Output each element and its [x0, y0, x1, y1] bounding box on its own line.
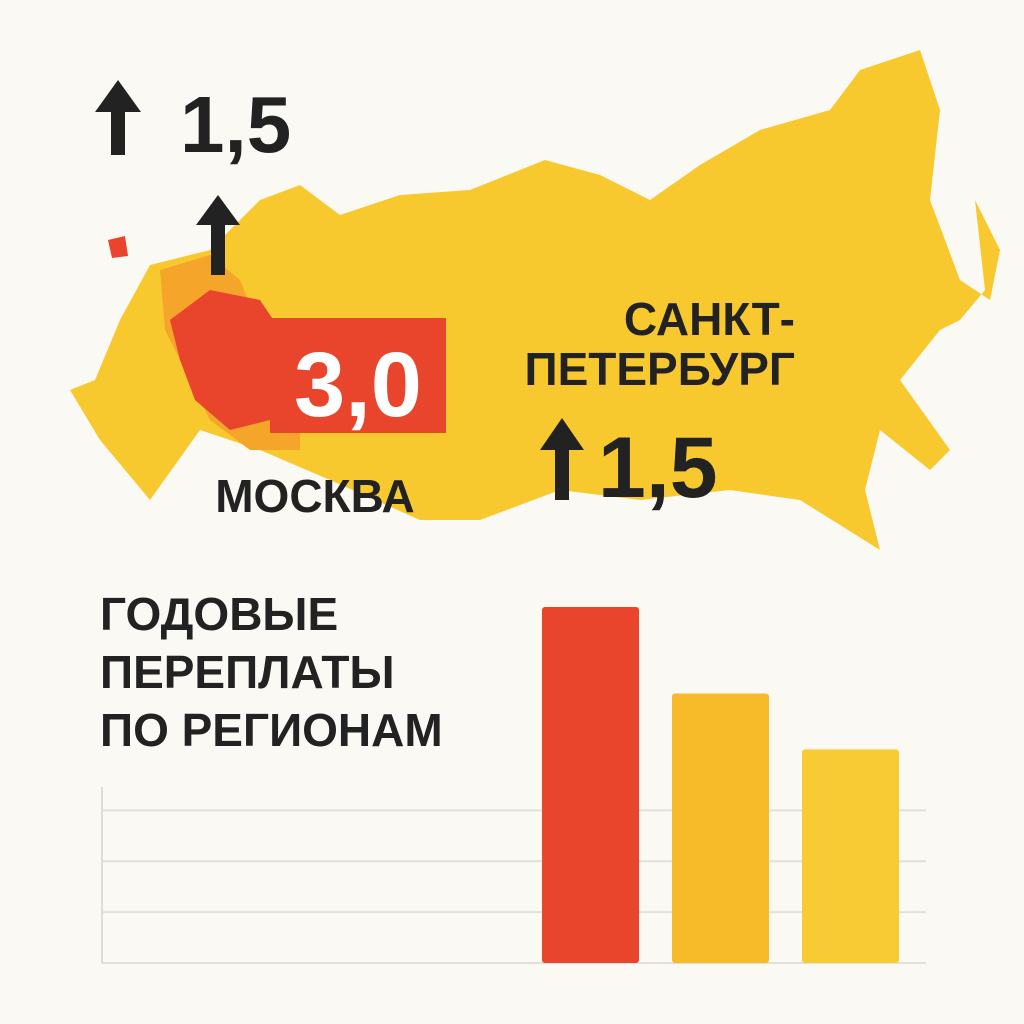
- chart-title: ПЕРЕПЛАТЫ: [100, 646, 395, 698]
- moscow-label: МОСКВА: [215, 470, 415, 522]
- bar: [542, 607, 639, 963]
- bar: [802, 749, 899, 963]
- spb-label: САНКТ-: [624, 293, 795, 345]
- arrow: [95, 80, 141, 155]
- arrow: [196, 195, 240, 275]
- value-box: [270, 318, 446, 433]
- spb-label: ПЕТЕРБУРГ: [525, 343, 796, 395]
- spb-value: 1,5: [598, 420, 718, 516]
- bar: [672, 693, 769, 963]
- moscow-value: 3,0: [294, 334, 422, 436]
- arrow: [540, 418, 584, 500]
- arrows: [95, 80, 584, 500]
- island: [108, 236, 128, 258]
- chart-title: ПО РЕГИОНАМ: [100, 704, 443, 756]
- region-red: [170, 290, 280, 430]
- top-value: 1,5: [180, 80, 291, 169]
- map: [70, 50, 1000, 550]
- chart-title: ГОДОВЫЕ: [100, 588, 338, 640]
